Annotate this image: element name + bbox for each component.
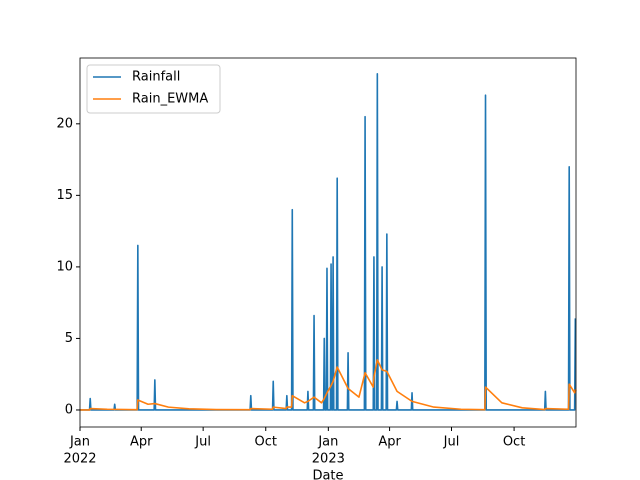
- y-tick-label: 10: [56, 259, 73, 274]
- x-tick-label: Jan: [69, 435, 90, 450]
- x-tick-label: Jul: [194, 435, 211, 450]
- x-tick-label: Jan: [317, 435, 338, 450]
- x-axis-label: Date: [312, 469, 343, 480]
- y-tick-label: 0: [65, 402, 73, 417]
- series-line: [80, 359, 577, 411]
- x-tick-label: Apr: [130, 435, 153, 450]
- y-tick-label: 15: [56, 188, 73, 203]
- x-year-label: 2022: [63, 452, 96, 467]
- x-tick-label: Oct: [503, 435, 525, 450]
- x-tick-label: Oct: [255, 435, 277, 450]
- series-line: [80, 72, 577, 411]
- plot-frame: [79, 57, 577, 428]
- x-year-label: 2023: [312, 452, 345, 467]
- x-tick-label: Apr: [378, 435, 401, 450]
- legend-label: Rain_EWMA: [132, 92, 208, 107]
- y-tick-label: 5: [65, 331, 73, 346]
- legend-label: Rainfall: [132, 70, 180, 85]
- x-tick-label: Jul: [443, 435, 460, 450]
- y-tick-label: 20: [56, 116, 73, 131]
